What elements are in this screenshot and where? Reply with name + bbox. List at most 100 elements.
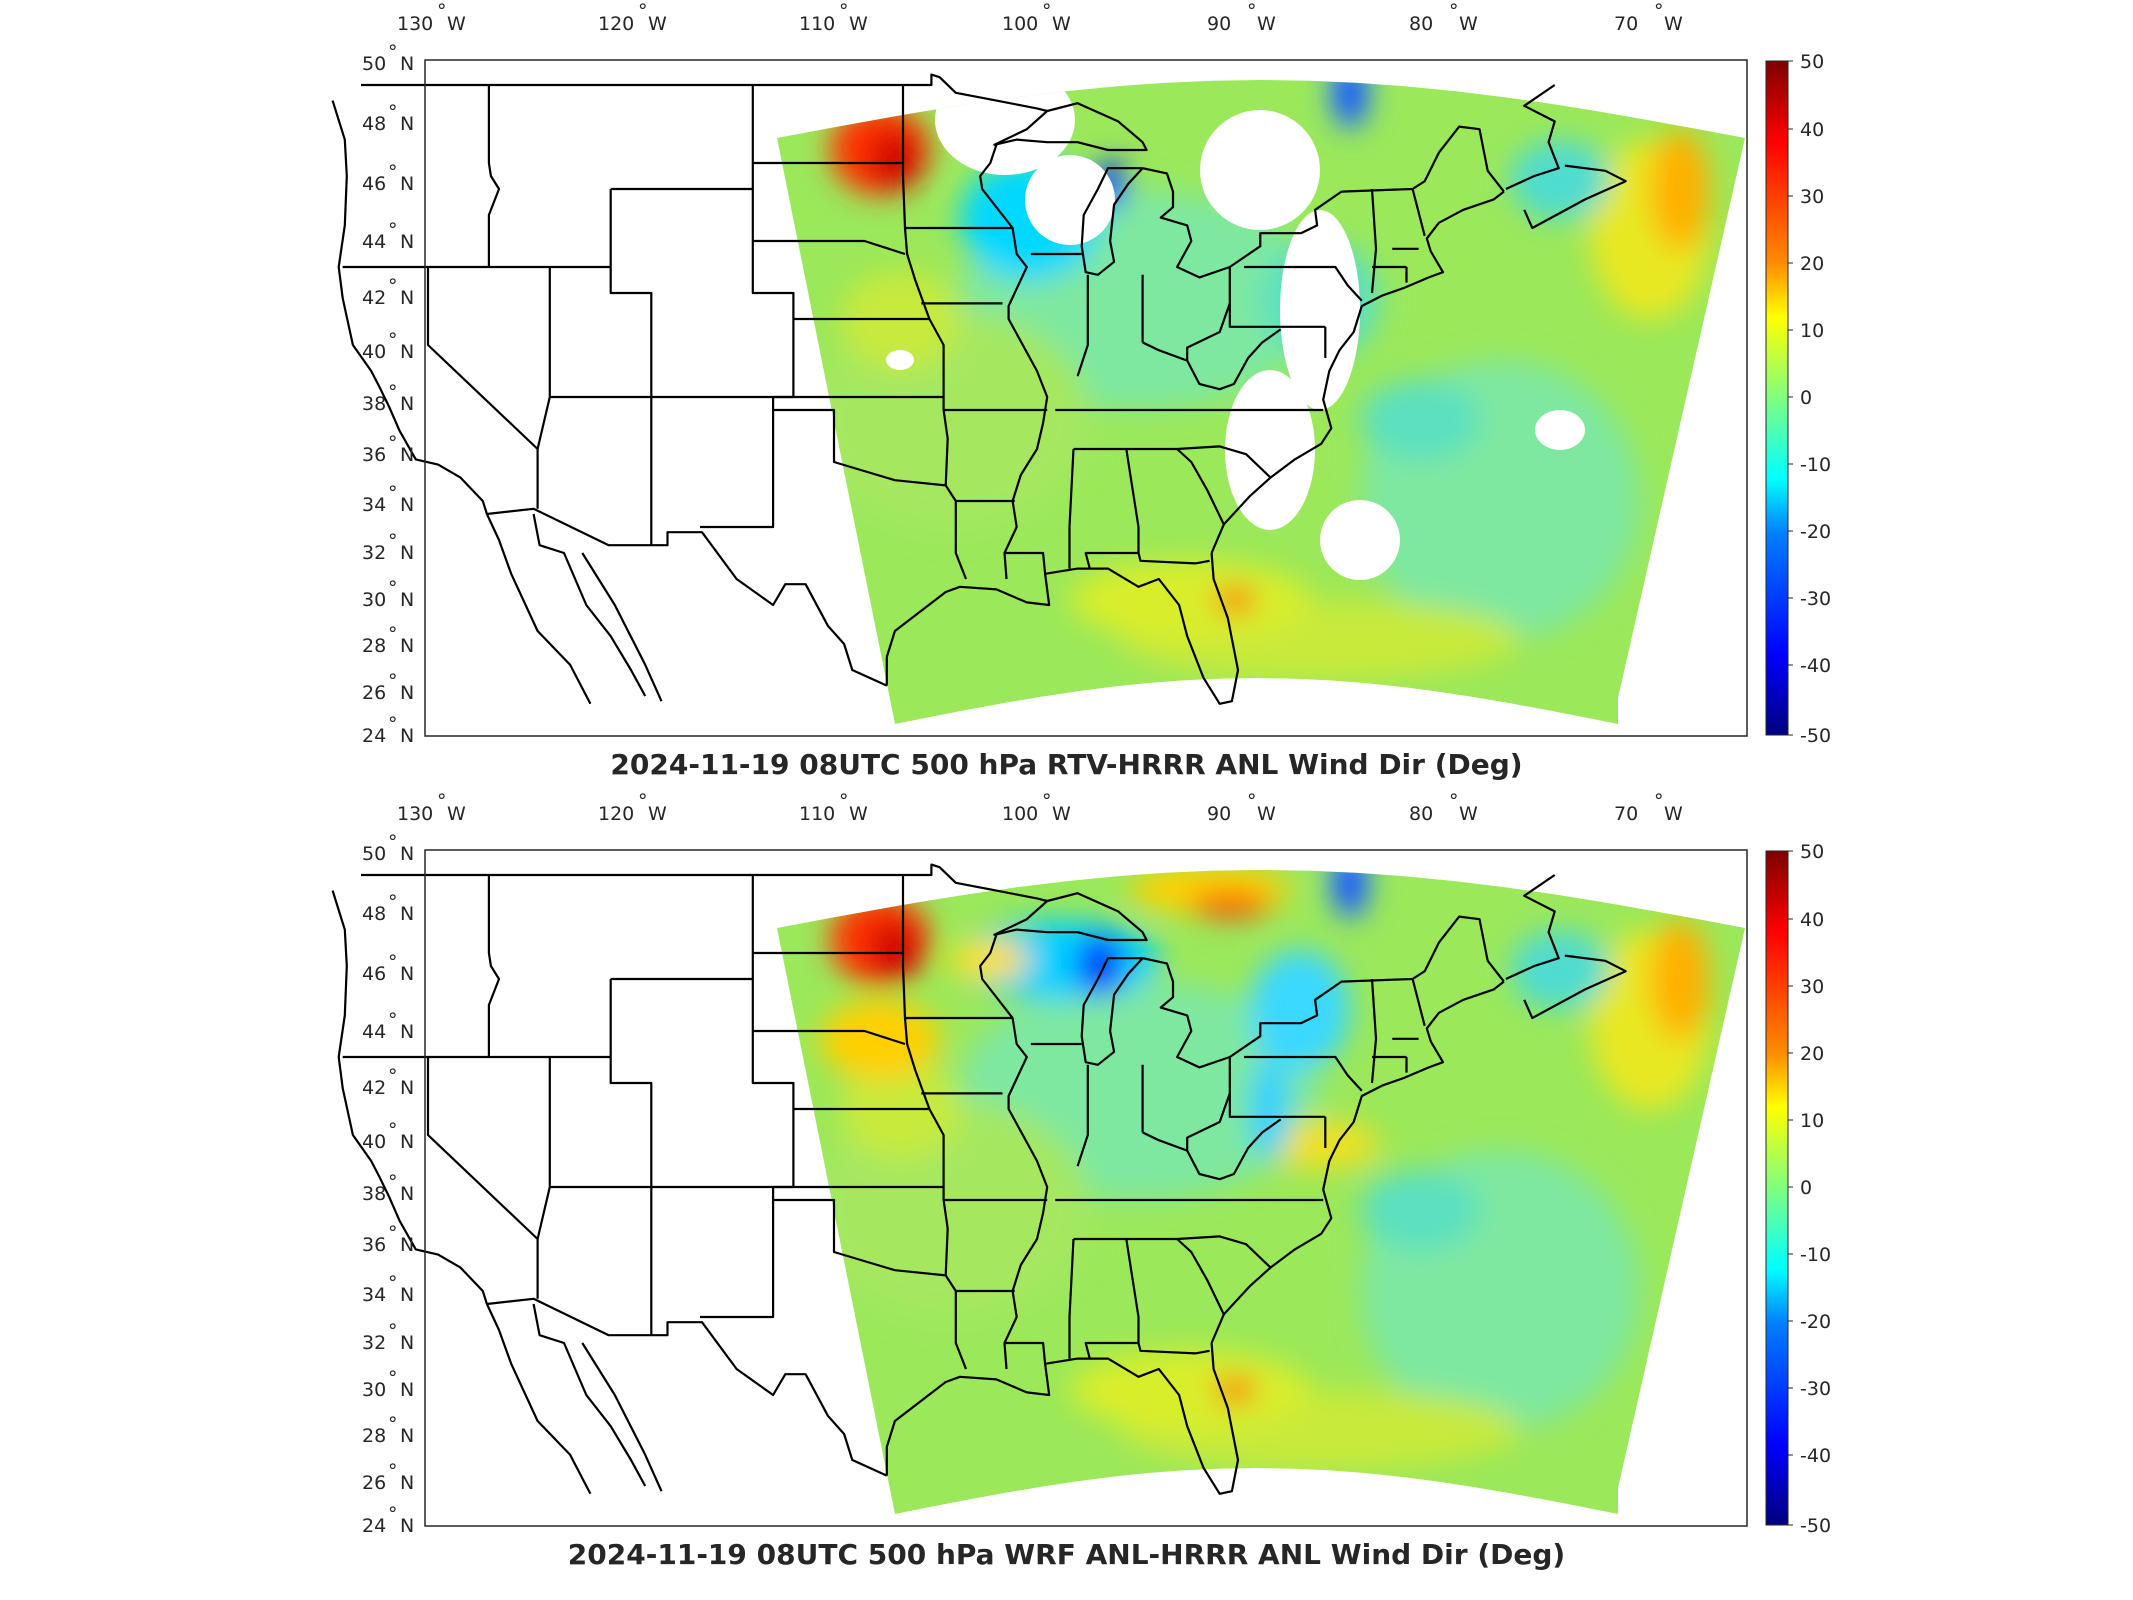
svg-text:N: N [400, 53, 414, 75]
svg-text:N: N [400, 589, 414, 611]
bottom-map-panel: 130 ° W 120 ° W 110 ° W 100 ° W 90 ° W 80 ° W 70 ° W 50 ° N 48 ° N… [0, 790, 2133, 1580]
svg-text:°: ° [388, 482, 398, 504]
svg-text:N: N [400, 963, 414, 985]
lat-tick-label: 30 [362, 589, 386, 611]
lat-tick-label: 30 [362, 1379, 386, 1401]
svg-text:N: N [400, 1077, 414, 1099]
svg-text:°: ° [388, 275, 398, 297]
svg-text:N: N [400, 1332, 414, 1354]
svg-text:°: ° [388, 1503, 398, 1525]
svg-text:N: N [400, 1183, 414, 1205]
svg-text:N: N [400, 1379, 414, 1401]
svg-text:°: ° [388, 1222, 398, 1244]
lat-tick-label: 32 [362, 1332, 386, 1354]
lat-tick-label: 48 [362, 903, 386, 925]
lat-tick-label: 24 [362, 725, 386, 747]
svg-text:N: N [400, 1234, 414, 1256]
lon-tick-label: 90 [1207, 803, 1231, 825]
svg-text:°: ° [638, 790, 648, 812]
svg-text:W: W [1257, 13, 1276, 35]
colorbar-tick-label: -20 [1800, 521, 1831, 543]
svg-text:°: ° [388, 713, 398, 735]
svg-text:°: ° [1042, 0, 1052, 22]
svg-text:°: ° [388, 1413, 398, 1435]
lat-tick-label: 38 [362, 1183, 386, 1205]
lon-tick-label: 120 [598, 13, 634, 35]
colorbar-tick-label: -10 [1800, 454, 1831, 476]
svg-text:W: W [1257, 803, 1276, 825]
svg-text:N: N [400, 903, 414, 925]
svg-text:°: ° [1247, 790, 1257, 812]
svg-text:W: W [1664, 803, 1683, 825]
lat-tick-label: 38 [362, 393, 386, 415]
svg-text:°: ° [388, 951, 398, 973]
lat-tick-label: 24 [362, 1515, 386, 1537]
lat-tick-label: 46 [362, 963, 386, 985]
svg-text:W: W [447, 803, 466, 825]
lat-tick-label: 28 [362, 635, 386, 657]
svg-text:°: ° [388, 101, 398, 123]
svg-text:°: ° [388, 1367, 398, 1389]
lat-tick-label: 40 [362, 1131, 386, 1153]
colorbar-tick-label: 20 [1800, 253, 1824, 275]
lat-tick-label: 46 [362, 173, 386, 195]
svg-text:W: W [1459, 13, 1478, 35]
colorbar: 50 40 30 20 10 0 -10 -20 -30 -40 -50 [1765, 51, 1831, 747]
svg-text:°: ° [839, 0, 849, 22]
svg-text:N: N [400, 113, 414, 135]
lon-tick-label: 110 [799, 13, 835, 35]
lat-tick-label: 44 [362, 231, 386, 253]
svg-text:W: W [1459, 803, 1478, 825]
colorbar-tick-label: 0 [1800, 1177, 1812, 1199]
lon-tick-label: 130 [397, 803, 433, 825]
svg-text:W: W [1664, 13, 1683, 35]
colorbar-tick-label: -50 [1800, 725, 1831, 747]
lat-tick-label: 28 [362, 1425, 386, 1447]
colorbar-tick-label: 30 [1800, 186, 1824, 208]
svg-text:N: N [400, 1284, 414, 1306]
map-figure: 130°W 120°W 110°W 100°W 90°W 80°W 70°W50°N48°N… [331, 0, 1831, 747]
svg-text:N: N [400, 1425, 414, 1447]
svg-text:°: ° [1654, 790, 1664, 812]
lat-tick-label: 50 [362, 53, 386, 75]
colorbar-tick-label: -50 [1800, 1515, 1831, 1537]
state-and-coast-boundaries [331, 73, 1627, 705]
svg-text:°: ° [388, 1065, 398, 1087]
lat-tick-label: 26 [362, 682, 386, 704]
lon-tick-label: 110 [799, 803, 835, 825]
svg-text:°: ° [388, 577, 398, 599]
svg-text:N: N [400, 1515, 414, 1537]
lat-tick-label: 32 [362, 542, 386, 564]
lat-tick-label: 26 [362, 1472, 386, 1494]
svg-text:°: ° [839, 790, 849, 812]
colorbar-tick-label: -30 [1800, 588, 1831, 610]
svg-text:N: N [400, 1131, 414, 1153]
svg-text:°: ° [1449, 790, 1459, 812]
svg-text:W: W [648, 13, 667, 35]
svg-text:°: ° [1654, 0, 1664, 22]
colorbar-tick-label: 10 [1800, 320, 1824, 342]
svg-text:°: ° [388, 1119, 398, 1141]
svg-text:N: N [400, 725, 414, 747]
lat-tick-label: 44 [362, 1021, 386, 1043]
colorbar-tick-label: 50 [1800, 51, 1824, 73]
lat-tick-label: 42 [362, 287, 386, 309]
colorbar-tick-label: 50 [1800, 841, 1824, 863]
svg-text:°: ° [388, 831, 398, 853]
svg-text:°: ° [388, 41, 398, 63]
svg-text:°: ° [388, 381, 398, 403]
svg-text:°: ° [437, 790, 447, 812]
svg-text:°: ° [638, 0, 648, 22]
svg-text:N: N [400, 1472, 414, 1494]
svg-text:°: ° [388, 623, 398, 645]
svg-text:W: W [648, 803, 667, 825]
lon-tick-label: 100 [1002, 803, 1038, 825]
top-map-panel: 130 ° W 120 ° W 110 ° W 100 ° W 90 ° W 80 ° W 70 ° W 50 ° N 48 ° N… [0, 0, 2133, 790]
svg-text:N: N [400, 393, 414, 415]
colorbar-tick-label: -10 [1800, 1244, 1831, 1266]
colorbar: 50 40 30 20 10 0 -10 -20 -30 -40 -50 [1765, 841, 1831, 1537]
svg-text:°: ° [388, 1171, 398, 1193]
lat-tick-label: 36 [362, 444, 386, 466]
lat-tick-label: 40 [362, 341, 386, 363]
lat-tick-label: 34 [362, 494, 386, 516]
